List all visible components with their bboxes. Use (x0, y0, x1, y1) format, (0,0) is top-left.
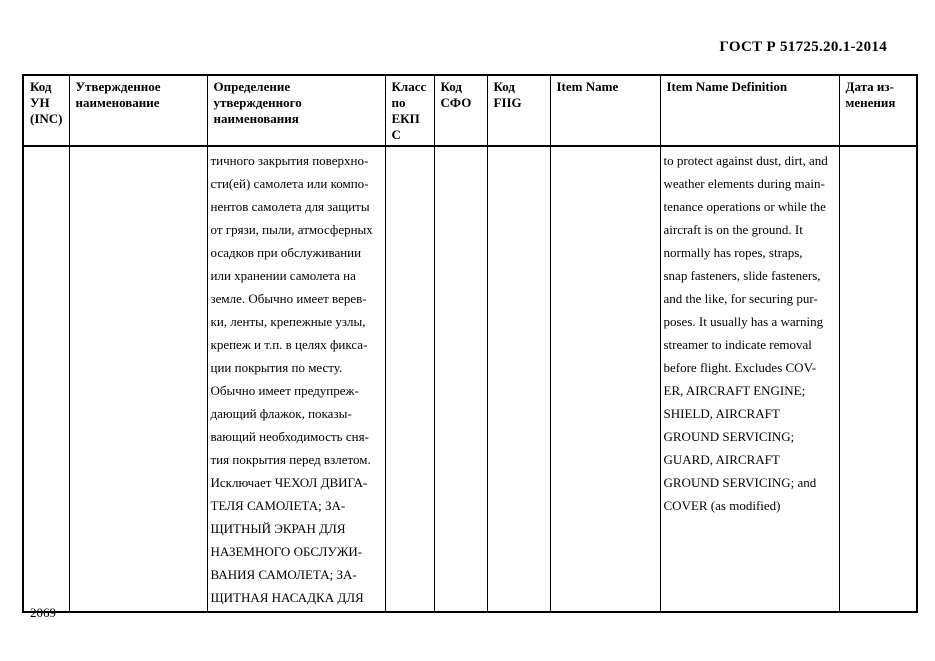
text-line: Код (30, 79, 52, 94)
header-cell-item-name: Item Name (549, 74, 661, 147)
text-line: Код (440, 79, 462, 94)
cell-change-date (838, 145, 918, 613)
page-number: 2069 (30, 605, 56, 620)
text-line: to protect against dust, dirt, and (663, 153, 828, 168)
table-row: тичного закрытия поверхно-сти(ей) самоле… (22, 145, 918, 613)
cell-inc-code (22, 145, 70, 613)
header-text: Определение утвержденного наименования (214, 79, 381, 127)
text-line: GROUND SERVICING; (663, 429, 795, 444)
header-cell-sfo-code: Код СФО (433, 74, 488, 147)
text-line: земле. Обычно имеет верев- (210, 291, 367, 306)
table-body: тичного закрытия поверхно-сти(ей) самоле… (22, 145, 918, 613)
text-line: сти(ей) самолета или компо- (210, 176, 369, 191)
header-cell-ekps-class: Класс по ЕКП С (384, 74, 435, 147)
cell-fiig-code (486, 145, 551, 613)
text-line: по (391, 95, 406, 110)
text-line: before flight. Excludes COV- (663, 360, 817, 375)
text-line: СФО (440, 95, 472, 110)
text-line: poses. It usually has a warning (663, 314, 824, 329)
text-line: УН (30, 95, 50, 110)
header-text: Класс по ЕКП С (392, 79, 430, 143)
text-line: SHIELD, AIRCRAFT (663, 406, 780, 421)
text-line: GROUND SERVICING; and (663, 475, 817, 490)
item-name-definition-text: to protect against dust, dirt, and weathe… (664, 149, 837, 517)
text-line: менения (845, 95, 896, 110)
text-line: утвержденного (213, 95, 302, 110)
text-line: ЩИТНАЯ НАСАДКА ДЛЯ (210, 590, 364, 605)
text-line: ВАНИЯ САМОЛЕТА; ЗА- (210, 567, 357, 582)
cell-item-name (549, 145, 661, 613)
text-line: COVER (as modified) (663, 498, 781, 513)
text-line: дающий флажок, показы- (210, 406, 352, 421)
text-line: крепеж и т.п. в целях фикса- (210, 337, 368, 352)
header-text: Код FIIG (494, 79, 546, 111)
text-line: normally has ropes, straps, (663, 245, 803, 260)
text-line: Утвержденное (75, 79, 161, 94)
text-line: ER, AIRCRAFT ENGINE; (663, 383, 806, 398)
document-title: ГОСТ Р 51725.20.1-2014 (719, 39, 887, 55)
text-line: weather elements during main- (663, 176, 825, 191)
table-header-row: Код УН (INC) Утвержденное наименование Опре… (22, 74, 918, 147)
text-line: (INC) (30, 111, 63, 126)
text-line: от грязи, пыли, атмосферных (210, 222, 373, 237)
header-text: Item Name (557, 79, 656, 95)
text-line: наименование (75, 95, 160, 110)
header-cell-change-date: Дата из-менения (838, 74, 918, 147)
text-line: С (391, 127, 401, 142)
header-cell-fiig-code: Код FIIG (486, 74, 551, 147)
text-line: ЕКП (391, 111, 420, 126)
text-line: наименования (213, 111, 299, 126)
header-cell-approved-definition: Определение утвержденного наименования (206, 74, 386, 147)
text-line: snap fasteners, slide fasteners, (663, 268, 821, 283)
text-line: НАЗЕМНОГО ОБСЛУЖИ- (210, 544, 363, 559)
text-line: Исключает ЧЕХОЛ ДВИГА- (210, 475, 368, 490)
text-line: ТЕЛЯ САМОЛЕТА; ЗА- (210, 498, 346, 513)
text-line: aircraft is on the ground. It (663, 222, 803, 237)
header-cell-approved-name: Утвержденное наименование (68, 74, 208, 147)
text-line: Код (493, 79, 515, 94)
text-line: тичного закрытия поверхно- (210, 153, 369, 168)
text-line: тия покрытия перед взлетом. (210, 452, 371, 467)
text-line: Класс (391, 79, 427, 94)
header-cell-item-name-definition: Item Name Definition (659, 74, 840, 147)
text-line: streamer to indicate removal (663, 337, 812, 352)
header-text: Дата из-менения (846, 79, 913, 111)
text-line: или хранении самолета на (210, 268, 356, 283)
classification-table: Код УН (INC) Утвержденное наименование Опре… (22, 74, 918, 613)
text-line: Item Name (556, 79, 619, 94)
header-text: Код УН (INC) (30, 79, 65, 127)
text-line: ЩИТНЫЙ ЭКРАН ДЛЯ (210, 521, 346, 536)
text-line: tenance operations or while the (663, 199, 826, 214)
text-line: ки, ленты, крепежные узлы, (210, 314, 366, 329)
header-text: Код СФО (441, 79, 483, 111)
header-cell-inc-code: Код УН (INC) (22, 74, 70, 147)
header-text: Утвержденное наименование (76, 79, 203, 111)
cell-ekps-class (384, 145, 435, 613)
text-line: ции покрытия по месту. (210, 360, 343, 375)
text-line: FIIG (493, 95, 522, 110)
text-line: Определение (213, 79, 291, 94)
header-text: Item Name Definition (667, 79, 835, 95)
text-line: GUARD, AIRCRAFT (663, 452, 780, 467)
text-line: Обычно имеет предупреж- (210, 383, 359, 398)
definition-ru-text: тичного закрытия поверхно-сти(ей) самоле… (211, 149, 383, 609)
text-line: Item Name Definition (666, 79, 788, 94)
text-line: осадков при обслуживании (210, 245, 362, 260)
cell-approved-name (68, 145, 208, 613)
text-line: and the like, for securing pur- (663, 291, 818, 306)
text-line: вающий необходимость сня- (210, 429, 369, 444)
cell-sfo-code (433, 145, 488, 613)
text-line: Дата из- (845, 79, 894, 94)
text-line: нентов самолета для защиты (210, 199, 370, 214)
cell-item-name-definition: to protect against dust, dirt, and weathe… (659, 145, 840, 613)
cell-definition-ru: тичного закрытия поверхно-сти(ей) самоле… (206, 145, 386, 613)
